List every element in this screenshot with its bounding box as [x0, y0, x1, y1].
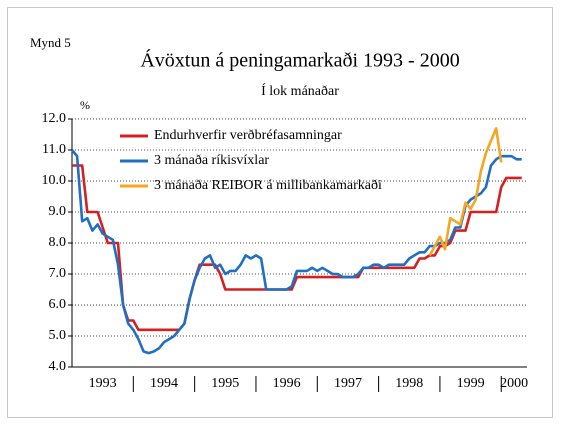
- x-tick-label: 1994: [150, 376, 178, 391]
- legend-label: 3 mánaða ríkisvíxlar: [154, 153, 269, 168]
- x-tick-label: 1997: [334, 376, 362, 391]
- legend-label: Endurhverfir verðbréfasamningar: [154, 128, 342, 143]
- x-tick-label: 1998: [395, 376, 423, 391]
- y-tick-label: 11.0: [42, 142, 66, 157]
- chart-title: Ávöxtun á peningamarkaði 1993 - 2000: [140, 49, 459, 72]
- y-tick-label: 5.0: [49, 328, 67, 343]
- x-tick-label: 1995: [211, 376, 239, 391]
- y-tick-label: 4.0: [49, 359, 67, 374]
- x-tick-label: 2000: [500, 376, 528, 391]
- frame: [7, 7, 553, 418]
- figure-label: Mynd 5: [30, 35, 71, 50]
- x-tick-label: 1999: [457, 376, 485, 391]
- y-axis-label: %: [80, 98, 90, 112]
- y-tick-label: 12.0: [42, 111, 67, 126]
- y-tick-label: 10.0: [42, 173, 67, 188]
- series-line: [428, 127, 503, 257]
- y-tick-label: 9.0: [49, 204, 67, 219]
- chart-subtitle: Í lok mánaðar: [261, 82, 339, 99]
- x-tick-label: 1993: [89, 376, 117, 391]
- x-tick-label: 1996: [273, 376, 301, 391]
- legend-label: 3 mánaða REIBOR á millibankamarkaði: [154, 178, 382, 193]
- y-tick-label: 8.0: [49, 235, 67, 250]
- y-tick-label: 6.0: [49, 297, 67, 312]
- y-tick-label: 7.0: [49, 266, 67, 281]
